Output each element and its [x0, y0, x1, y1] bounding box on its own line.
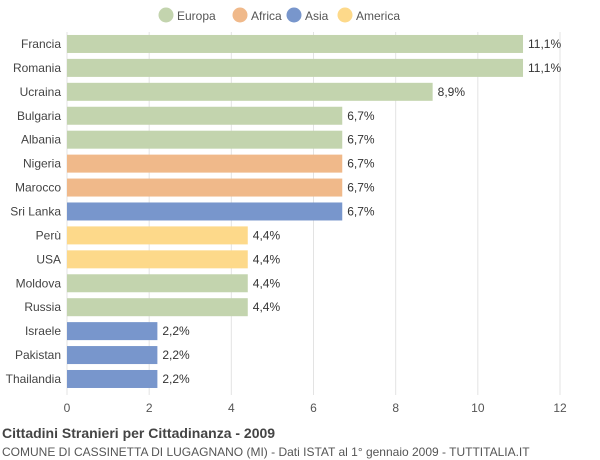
- bar-marocco: [67, 178, 343, 197]
- value-label-nigeria: 6,7%: [347, 157, 375, 171]
- bar-peru: [67, 226, 248, 245]
- value-label-pakistan: 2,2%: [162, 348, 190, 362]
- bar-nigeria: [67, 154, 343, 173]
- category-label-marocco: Marocco: [15, 181, 61, 195]
- value-label-romania: 11,1%: [528, 61, 561, 75]
- bar-israele: [67, 322, 158, 341]
- value-label-sri-lanka: 6,7%: [347, 204, 375, 218]
- category-label-ucraina: Ucraina: [20, 85, 62, 99]
- x-tick-label-10: 10: [471, 401, 485, 415]
- category-label-moldova: Moldova: [16, 276, 62, 290]
- bar-russia: [67, 298, 248, 317]
- value-label-russia: 4,4%: [253, 300, 281, 314]
- legend-label-europa: Europa: [177, 9, 216, 23]
- legend-swatch-europa: [158, 7, 174, 23]
- x-tick-label-2: 2: [146, 401, 153, 415]
- x-tick-label-0: 0: [64, 401, 71, 415]
- bar-pakistan: [67, 346, 158, 365]
- legend-swatch-asia: [286, 7, 302, 23]
- category-label-peru: Perù: [36, 228, 61, 242]
- x-tick-label-6: 6: [310, 401, 317, 415]
- category-label-israele: Israele: [25, 324, 61, 338]
- legend-swatch-africa: [232, 7, 248, 23]
- value-label-bulgaria: 6,7%: [347, 109, 375, 123]
- category-label-nigeria: Nigeria: [23, 157, 61, 171]
- legend-label-asia: Asia: [305, 9, 329, 23]
- value-label-israele: 2,2%: [162, 324, 190, 338]
- value-label-peru: 4,4%: [253, 228, 281, 242]
- bars: [67, 34, 524, 388]
- legend: Europa Africa Asia America: [158, 7, 400, 23]
- value-label-albania: 6,7%: [347, 133, 375, 147]
- value-label-thailandia: 2,2%: [162, 372, 190, 386]
- chart-title: Cittadini Stranieri per Cittadinanza - 2…: [2, 425, 276, 441]
- bar-bulgaria: [67, 106, 343, 125]
- bar-usa: [67, 250, 248, 269]
- category-label-usa: USA: [36, 252, 61, 266]
- category-label-albania: Albania: [21, 133, 61, 147]
- value-label-francia: 11,1%: [528, 37, 561, 51]
- value-label-ucraina: 8,9%: [438, 85, 466, 99]
- category-label-sri-lanka: Sri Lanka: [10, 204, 61, 218]
- bar-romania: [67, 58, 524, 77]
- category-label-thailandia: Thailandia: [6, 372, 62, 386]
- legend-label-africa: Africa: [251, 9, 282, 23]
- bar-ucraina: [67, 82, 433, 101]
- bar-moldova: [67, 274, 248, 293]
- chart-subtitle: COMUNE DI CASSINETTA DI LUGAGNANO (MI) -…: [2, 445, 530, 459]
- value-label-marocco: 6,7%: [347, 181, 375, 195]
- category-label-russia: Russia: [24, 300, 61, 314]
- category-label-francia: Francia: [21, 37, 61, 51]
- value-label-moldova: 4,4%: [253, 276, 281, 290]
- bar-thailandia: [67, 369, 158, 388]
- bar-chart: Europa Africa Asia America Francia Romania Uc…: [6, 7, 567, 415]
- x-tick-label-4: 4: [228, 401, 235, 415]
- category-label-pakistan: Pakistan: [15, 348, 61, 362]
- bar-albania: [67, 130, 343, 149]
- value-label-usa: 4,4%: [253, 252, 281, 266]
- category-label-bulgaria: Bulgaria: [17, 109, 61, 123]
- x-axis-ticks: 0 2 4 6 8 10 12: [64, 401, 567, 415]
- bar-francia: [67, 34, 524, 53]
- x-tick-label-12: 12: [553, 401, 567, 415]
- category-labels: Francia Romania Ucraina Bulgaria Albania Nige…: [6, 37, 62, 386]
- category-label-romania: Romania: [13, 61, 61, 75]
- x-tick-label-8: 8: [392, 401, 399, 415]
- legend-label-america: America: [356, 9, 400, 23]
- value-labels: 11,1% 11,1% 8,9% 6,7% 6,7% 6,7% 6,7% 6,7% 4,4% 4,…: [162, 37, 561, 386]
- legend-swatch-america: [337, 7, 353, 23]
- bar-sri-lanka: [67, 202, 343, 221]
